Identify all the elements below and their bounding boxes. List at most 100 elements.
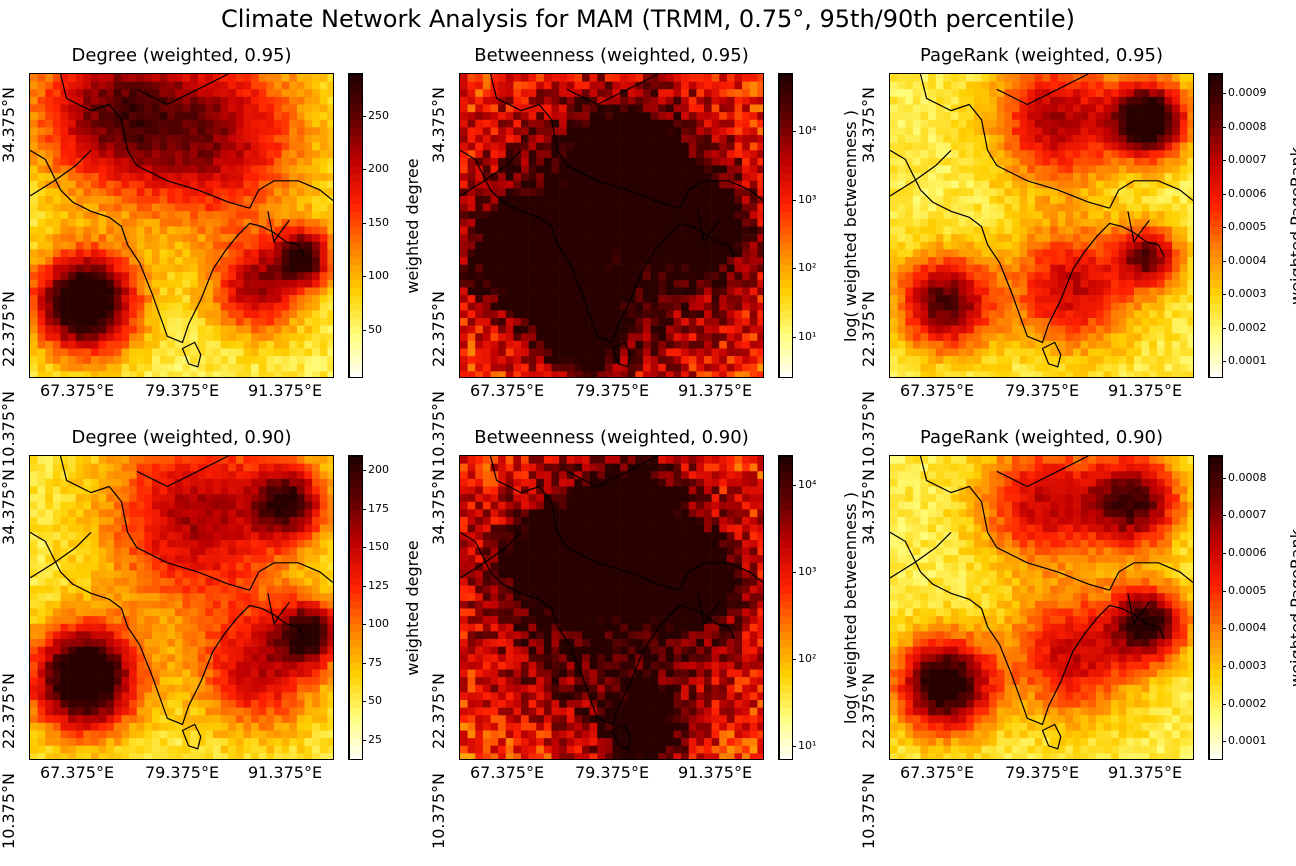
heatmap-cell xyxy=(1088,204,1096,212)
heatmap-cell xyxy=(468,364,476,372)
heatmap-cell xyxy=(228,89,236,97)
colorbar-step xyxy=(1209,120,1223,128)
heatmap-cell xyxy=(1050,158,1058,166)
heatmap-cell xyxy=(1134,74,1142,82)
heatmap-cell xyxy=(905,318,913,326)
heatmap-cell xyxy=(244,349,252,357)
heatmap-cell xyxy=(38,127,46,135)
heatmap-cell xyxy=(928,303,936,311)
heatmap-cell xyxy=(681,280,689,288)
heatmap-cell xyxy=(282,280,290,288)
heatmap-cell xyxy=(521,204,529,212)
heatmap-cell xyxy=(997,82,1005,90)
heatmap-cell xyxy=(559,97,567,105)
heatmap-cell xyxy=(259,143,267,151)
heatmap-cell xyxy=(129,295,137,303)
heatmap-cell xyxy=(312,318,320,326)
heatmap-cell xyxy=(1126,196,1134,204)
heatmap-cell xyxy=(91,219,99,227)
heatmap-cell xyxy=(61,310,69,318)
heatmap-cell xyxy=(114,89,122,97)
heatmap-cell xyxy=(574,318,582,326)
heatmap-cell xyxy=(898,371,906,378)
heatmap-cell xyxy=(1027,135,1035,143)
heatmap-cell xyxy=(735,74,743,82)
heatmap-cell xyxy=(529,227,537,235)
heatmap-cell xyxy=(266,173,274,181)
heatmap-cell xyxy=(1149,371,1157,378)
heatmap-cell xyxy=(1065,219,1073,227)
heatmap-cell xyxy=(1142,74,1150,82)
heatmap-cell xyxy=(30,318,38,326)
heatmap-cell xyxy=(1065,318,1073,326)
heatmap-cell xyxy=(221,371,229,378)
heatmap-cell xyxy=(898,196,906,204)
heatmap-cell xyxy=(1180,295,1188,303)
heatmap-cell xyxy=(327,89,334,97)
heatmap-cell xyxy=(274,112,282,120)
heatmap-cell xyxy=(251,158,259,166)
heatmap-cell xyxy=(1065,371,1073,378)
heatmap-cell xyxy=(213,166,221,174)
heatmap-cell xyxy=(167,341,175,349)
heatmap-cell xyxy=(198,242,206,250)
heatmap-cell xyxy=(289,97,297,105)
heatmap-cell xyxy=(228,135,236,143)
heatmap-cell xyxy=(757,356,764,364)
heatmap-cell xyxy=(666,97,674,105)
heatmap-cell xyxy=(1157,364,1165,372)
heatmap-cell xyxy=(236,364,244,372)
heatmap-cell xyxy=(951,74,959,82)
heatmap-cell xyxy=(1165,272,1173,280)
heatmap-cell xyxy=(491,280,499,288)
heatmap-cell xyxy=(1096,265,1104,273)
heatmap-cell xyxy=(966,371,974,378)
heatmap-cell xyxy=(137,196,145,204)
heatmap-cell xyxy=(129,265,137,273)
colorbar-step xyxy=(349,74,363,82)
colorbar-step xyxy=(779,150,793,158)
heatmap-cell xyxy=(221,356,229,364)
heatmap-cell xyxy=(750,349,758,357)
heatmap-cell xyxy=(61,219,69,227)
heatmap-cell xyxy=(552,356,560,364)
heatmap-cell xyxy=(1004,303,1012,311)
heatmap-cell xyxy=(320,364,328,372)
heatmap-cell xyxy=(236,318,244,326)
heatmap-cell xyxy=(221,166,229,174)
heatmap-cell xyxy=(244,295,252,303)
heatmap-cell xyxy=(620,272,628,280)
heatmap-cell xyxy=(1142,272,1150,280)
heatmap-cell xyxy=(997,242,1005,250)
heatmap-cell xyxy=(1043,143,1051,151)
heatmap-cell xyxy=(91,173,99,181)
heatmap-cell xyxy=(122,181,130,189)
heatmap-cell xyxy=(61,158,69,166)
heatmap-cell xyxy=(167,288,175,296)
heatmap-cell xyxy=(312,173,320,181)
heatmap-cell xyxy=(1027,204,1035,212)
heatmap-cell xyxy=(727,120,735,128)
heatmap-cell xyxy=(959,112,967,120)
heatmap-cell xyxy=(183,249,191,257)
heatmap-cell xyxy=(114,265,122,273)
heatmap-cell xyxy=(38,249,46,257)
heatmap-cell xyxy=(1073,242,1081,250)
heatmap-cell xyxy=(628,249,636,257)
heatmap-cell xyxy=(590,188,598,196)
heatmap-cell xyxy=(152,112,160,120)
heatmap-cell xyxy=(943,318,951,326)
heatmap-cell xyxy=(152,227,160,235)
heatmap-cell xyxy=(152,196,160,204)
heatmap-cell xyxy=(1088,265,1096,273)
heatmap-cell xyxy=(68,265,76,273)
heatmap-cell xyxy=(966,349,974,357)
colorbar-step xyxy=(349,166,363,174)
colorbar-step xyxy=(1209,181,1223,189)
heatmap-cell xyxy=(1004,257,1012,265)
heatmap-cell xyxy=(244,196,252,204)
heatmap-cell xyxy=(483,288,491,296)
heatmap-cell xyxy=(1172,242,1180,250)
heatmap-cell xyxy=(289,249,297,257)
heatmap-cell xyxy=(244,173,252,181)
